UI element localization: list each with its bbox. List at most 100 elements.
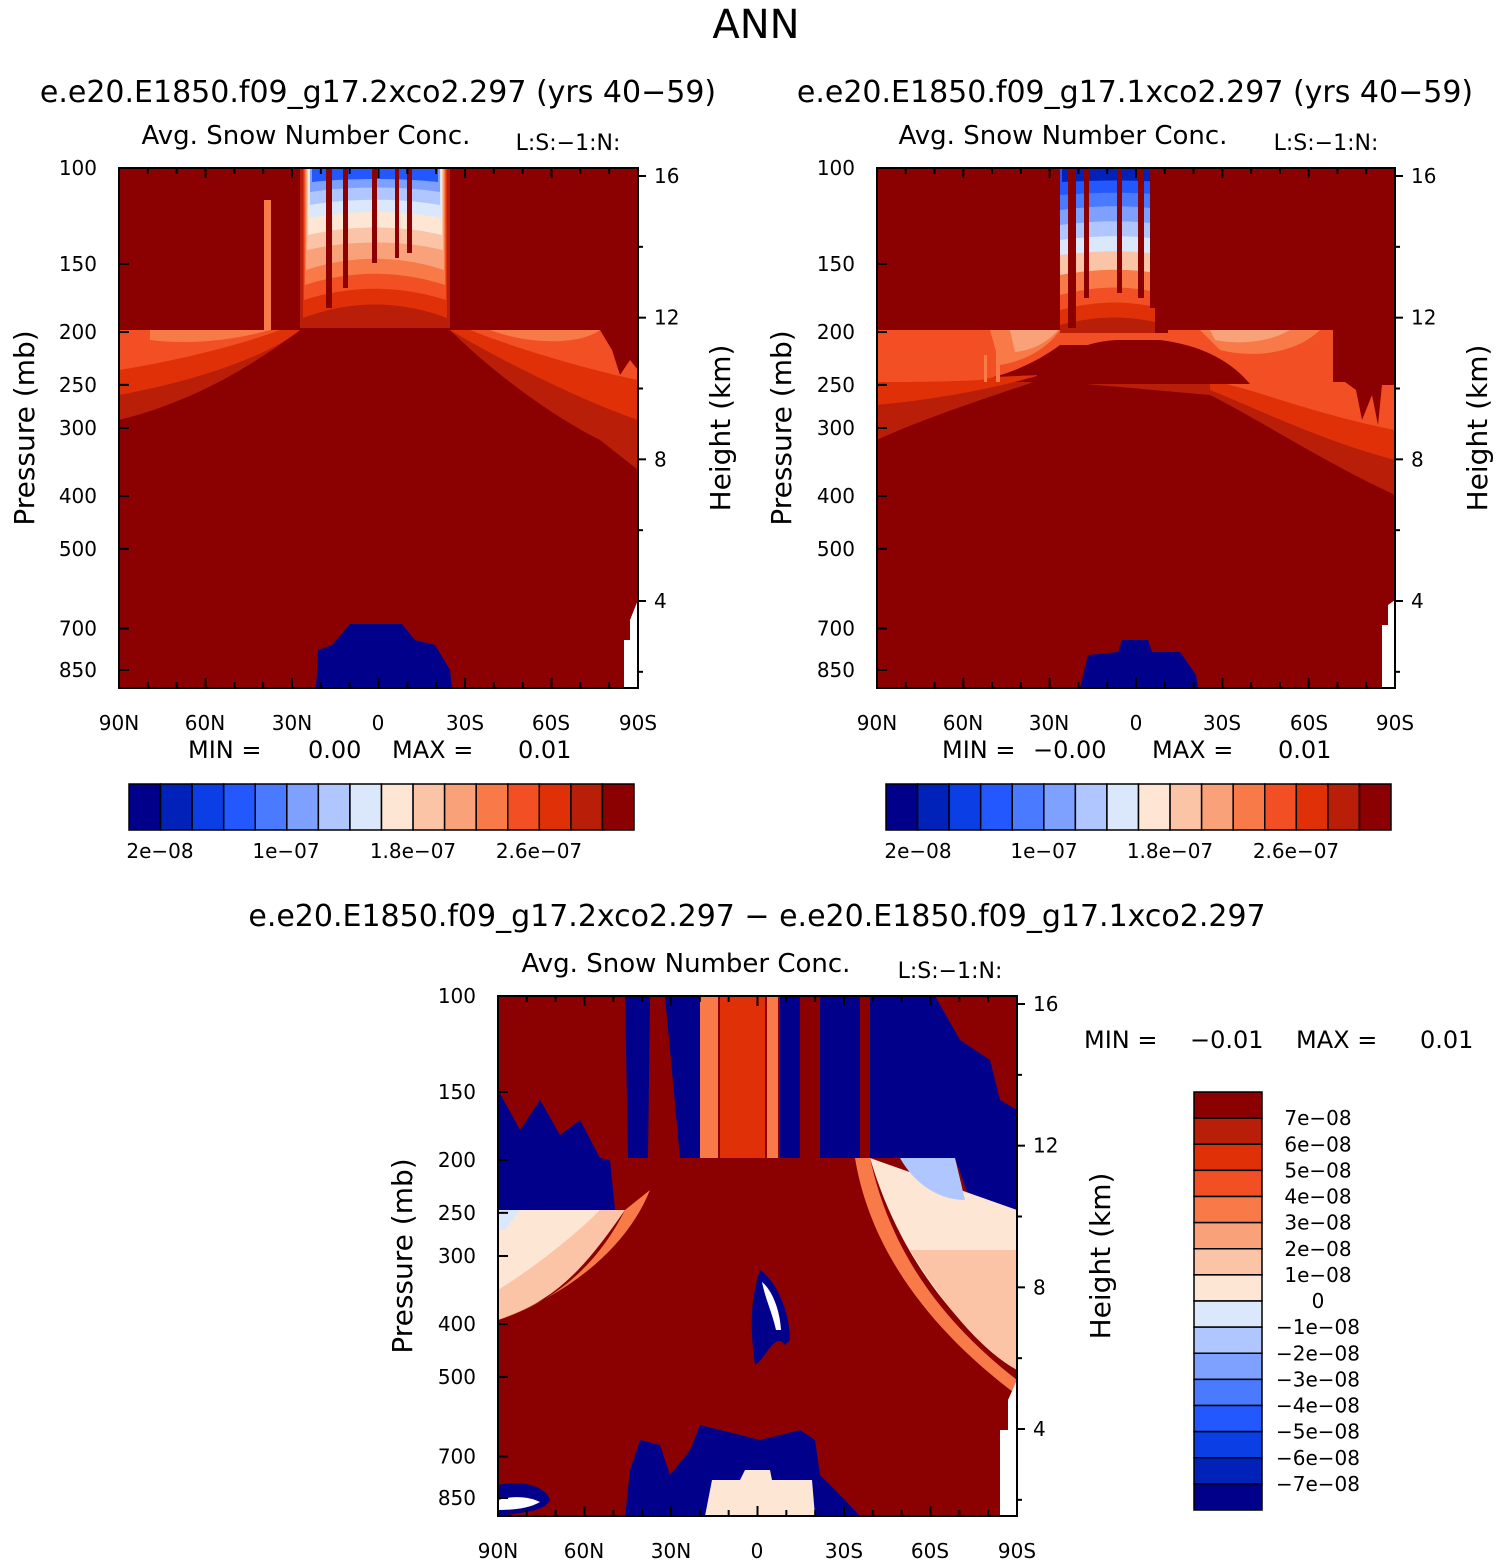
colorbar-swatch bbox=[1295, 783, 1329, 831]
min-label: MIN = bbox=[188, 736, 261, 764]
contour-spike-column-left bbox=[984, 330, 1000, 382]
min-label: MIN = bbox=[942, 736, 1015, 764]
colorbar-label: 2e−08 bbox=[884, 839, 951, 863]
x-tick-label: 30N bbox=[272, 711, 312, 735]
contour-lowlevel-blue-cell bbox=[316, 624, 452, 688]
pressure-tick-label: 300 bbox=[817, 416, 855, 440]
max-label: MAX = bbox=[1152, 736, 1233, 764]
contour-midlat-left-band3 bbox=[498, 1190, 650, 1320]
height-tick-label: 4 bbox=[1411, 589, 1424, 613]
pressure-tick-label: 150 bbox=[59, 252, 97, 276]
colorbar-swatch bbox=[1193, 1221, 1263, 1250]
height-tick-labels: 16 12 8 4 bbox=[1017, 992, 1058, 1501]
panel-title: Avg. Snow Number Conc. bbox=[899, 121, 1228, 151]
colorbar-swatch bbox=[916, 783, 950, 831]
pressure-tick-label: 500 bbox=[438, 1365, 476, 1389]
height-tick-label: 16 bbox=[1033, 992, 1058, 1016]
y-axis-label-left: Pressure (mb) bbox=[386, 1158, 419, 1353]
contour-uppertrop-red-dome bbox=[1030, 340, 1250, 384]
x-tick-label: 60N bbox=[185, 711, 225, 735]
x-tick-label: 90S bbox=[619, 711, 657, 735]
pressure-tick-label: 700 bbox=[817, 617, 855, 641]
colorbar-swatch bbox=[317, 783, 351, 831]
colorbar-swatch bbox=[1074, 783, 1108, 831]
contour-tropical-spike-orange bbox=[720, 996, 765, 1158]
colorbar bbox=[885, 783, 1392, 831]
contour-lowlevel-blue-cell bbox=[1080, 640, 1198, 688]
colorbar-label: −3e−08 bbox=[1276, 1367, 1360, 1391]
colorbar-swatch bbox=[1043, 783, 1077, 831]
contour-midlat-band2 bbox=[877, 375, 1395, 460]
pressure-tick-label: 300 bbox=[59, 416, 97, 440]
panel-subtitle: L:S:−1:N: bbox=[516, 131, 621, 156]
height-tick-label: 12 bbox=[1411, 306, 1436, 330]
colorbar-label: −4e−08 bbox=[1276, 1394, 1360, 1418]
colorbar-label: −6e−08 bbox=[1276, 1446, 1360, 1470]
height-tick-label: 16 bbox=[1411, 164, 1436, 188]
contour-midlat-band5 bbox=[1010, 330, 1290, 352]
x-tick-label: 0 bbox=[1130, 711, 1143, 735]
panel-subtitle: L:S:−1:N: bbox=[1274, 131, 1379, 156]
height-tick-labels: 16 12 8 4 bbox=[638, 164, 679, 673]
pressure-tick-label: 100 bbox=[59, 156, 97, 180]
x-tick-label: 30N bbox=[1029, 711, 1069, 735]
contour-field bbox=[498, 996, 1017, 1516]
colorbar-swatch bbox=[412, 783, 446, 831]
pressure-tick-labels: 100 150 200 250 300 400 500 700 850 bbox=[59, 156, 129, 682]
colorbar-label: 1e−07 bbox=[1010, 839, 1077, 863]
pressure-tick-label: 850 bbox=[59, 658, 97, 682]
colorbar-swatch bbox=[159, 783, 193, 831]
colorbar-label: 1e−08 bbox=[1284, 1263, 1351, 1287]
contour-midlat-right-lightblue bbox=[900, 1158, 965, 1200]
colorbar-label: 0 bbox=[1312, 1289, 1325, 1313]
contour-lowlevel-whitestrip bbox=[624, 600, 638, 688]
colorbar bbox=[128, 783, 635, 831]
pressure-tick-label: 300 bbox=[438, 1244, 476, 1268]
colorbar-swatch bbox=[601, 783, 635, 831]
contour-polar-cap-right bbox=[455, 168, 638, 375]
colorbar-swatch bbox=[475, 783, 509, 831]
colorbar-swatch bbox=[1193, 1143, 1263, 1172]
colorbar-swatch bbox=[1193, 1091, 1263, 1119]
colorbar-swatch bbox=[191, 783, 225, 831]
pressure-tick-label: 200 bbox=[817, 320, 855, 344]
pressure-tick-label: 400 bbox=[59, 484, 97, 508]
panel-difference: e.e20.E1850.f09_g17.2xco2.297 − e.e20.E1… bbox=[248, 899, 1473, 1563]
case-title: e.e20.E1850.f09_g17.2xco2.297 − e.e20.E1… bbox=[248, 899, 1265, 934]
contour-tropical-spikes-blue-a bbox=[625, 996, 700, 1158]
colorbar-swatch bbox=[1193, 1430, 1263, 1459]
max-label: MAX = bbox=[1296, 1026, 1377, 1054]
contour-upper-tropics-band1 bbox=[119, 330, 638, 470]
colorbar-label: 5e−08 bbox=[1284, 1158, 1351, 1182]
contour-polar-cap-right bbox=[1168, 168, 1395, 425]
colorbar-label: 1.8e−07 bbox=[1127, 839, 1213, 863]
pressure-tick-label: 100 bbox=[817, 156, 855, 180]
x-tick-label: 60N bbox=[564, 1539, 604, 1563]
contour-midlat-right-band2 bbox=[910, 1250, 1017, 1370]
x-tick-label: 90S bbox=[1376, 711, 1414, 735]
colorbar-swatch bbox=[1193, 1274, 1263, 1302]
contour-upper-left-blue bbox=[498, 1090, 615, 1210]
contour-uppertrop-red-dome bbox=[280, 322, 480, 360]
contour-tropical-spikes bbox=[1068, 168, 1168, 333]
stats-line: MIN = −0.01 MAX = 0.01 bbox=[1084, 1026, 1473, 1054]
y-axis-label-right: Height (km) bbox=[1084, 1173, 1117, 1340]
x-tick-label: 90S bbox=[998, 1539, 1036, 1563]
x-tick-label: 60S bbox=[911, 1539, 949, 1563]
colorbar-swatch bbox=[1193, 1352, 1263, 1381]
height-tick-label: 8 bbox=[654, 447, 667, 471]
colorbar-swatch bbox=[1193, 1483, 1263, 1511]
height-tick-label: 8 bbox=[1033, 1275, 1046, 1299]
pressure-tick-label: 250 bbox=[438, 1201, 476, 1225]
contour-field bbox=[877, 168, 1395, 688]
panel-subtitle: L:S:−1:N: bbox=[898, 959, 1003, 984]
x-tick-label: 30S bbox=[446, 711, 484, 735]
colorbar-label: 4e−08 bbox=[1284, 1185, 1351, 1209]
stats-line: MIN = −0.00 MAX = 0.01 bbox=[942, 736, 1331, 764]
colorbar-label: −1e−08 bbox=[1276, 1315, 1360, 1339]
contour-upper-tropics-band2 bbox=[119, 330, 638, 420]
y-axis-label-left: Pressure (mb) bbox=[765, 330, 798, 525]
x-tick-label: 30S bbox=[1203, 711, 1241, 735]
